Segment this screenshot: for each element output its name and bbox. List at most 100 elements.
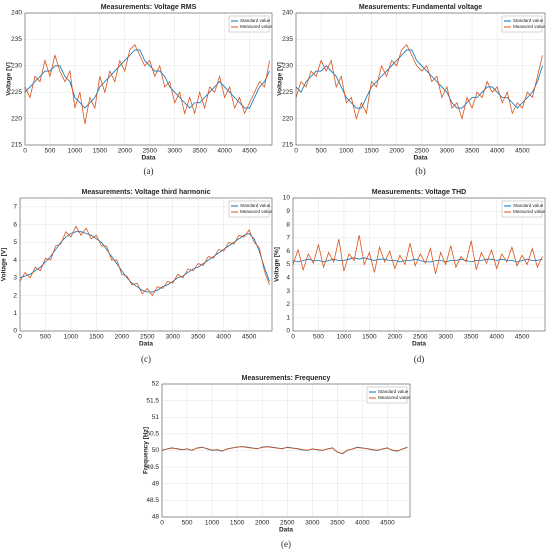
x-tick-label: 4000 (217, 148, 232, 155)
legend-label: Standard value (513, 18, 544, 23)
y-tick-label: 6 (13, 221, 17, 228)
y-tick-label: 0 (13, 328, 17, 335)
chart-title: Measurements: Voltage third harmonic (81, 189, 210, 196)
y-axis-label: Voltage [V] (1, 248, 8, 281)
legend-label: Standard value (378, 389, 409, 394)
x-tick-label: 1000 (337, 334, 352, 341)
y-tick-label: 50.5 (146, 431, 159, 438)
y-tick-label: 225 (11, 89, 22, 96)
x-tick-label: 500 (316, 148, 327, 155)
y-tick-label: 9 (286, 208, 290, 215)
y-tick-label: 49.5 (146, 464, 159, 471)
plot-frame (24, 12, 273, 146)
data-line (161, 446, 408, 454)
y-tick-label: 215 (282, 142, 293, 149)
plot-frame (19, 197, 273, 332)
x-tick-label: 500 (182, 520, 193, 527)
x-tick-label: 0 (18, 334, 22, 341)
legend-label: Standard value (240, 203, 271, 208)
x-axis-label: Data (279, 527, 293, 534)
x-tick-label: 3500 (192, 148, 207, 155)
x-tick-label: 3500 (465, 148, 480, 155)
y-tick-label: 51 (152, 414, 160, 421)
y-tick-label: 215 (11, 142, 22, 149)
x-tick-label: 4000 (216, 334, 231, 341)
y-tick-label: 230 (11, 63, 22, 70)
x-tick-label: 4000 (489, 334, 504, 341)
x-tick-label: 500 (313, 334, 324, 341)
y-tick-label: 52 (152, 381, 160, 388)
x-tick-label: 3000 (438, 334, 453, 341)
y-tick-label: 8 (286, 221, 290, 228)
x-tick-label: 1500 (364, 148, 379, 155)
x-tick-label: 2500 (280, 520, 295, 527)
x-tick-label: 0 (160, 520, 164, 527)
y-tick-label: 3 (286, 288, 290, 295)
y-axis-label: Voltage [%] (274, 247, 281, 282)
legend-label: Measured value (378, 395, 411, 400)
x-tick-label: 3500 (464, 334, 479, 341)
x-tick-label: 500 (40, 334, 51, 341)
y-tick-label: 230 (282, 63, 293, 70)
plot-area (25, 13, 272, 145)
x-tick-label: 2500 (143, 148, 158, 155)
x-tick-label: 2000 (389, 148, 404, 155)
plot-frame (295, 12, 546, 146)
chart-title: Measurements: Voltage THD (372, 189, 466, 196)
x-tick-label: 1000 (205, 520, 220, 527)
caption: (e) (281, 539, 291, 549)
plot-frame (161, 383, 411, 518)
y-tick-label: 10 (283, 195, 291, 202)
x-axis-label: Data (412, 341, 426, 348)
plot-area (20, 198, 272, 331)
x-tick-label: 4500 (242, 334, 257, 341)
x-tick-label: 2500 (140, 334, 155, 341)
legend-box (366, 386, 408, 404)
legend-label: Measured value (240, 209, 273, 214)
x-tick-label: 4000 (355, 520, 370, 527)
data-line (292, 235, 543, 274)
y-tick-label: 1 (286, 314, 290, 321)
x-tick-label: 1500 (230, 520, 245, 527)
y-tick-label: 6 (286, 248, 290, 255)
x-axis-label: Data (139, 341, 153, 348)
x-tick-label: 4000 (490, 148, 505, 155)
y-tick-label: 235 (282, 36, 293, 43)
x-tick-label: 3000 (440, 148, 455, 155)
caption: (c) (141, 354, 151, 364)
x-tick-label: 4500 (380, 520, 395, 527)
caption: (b) (415, 166, 426, 176)
x-tick-label: 3000 (305, 520, 320, 527)
y-tick-label: 240 (282, 10, 293, 17)
y-tick-label: 3 (13, 275, 17, 282)
x-tick-label: 1500 (93, 148, 108, 155)
caption: (a) (144, 166, 154, 176)
chart-title: Measurements: Voltage RMS (101, 4, 197, 11)
y-tick-label: 5 (286, 261, 290, 268)
plot-frame (292, 197, 546, 332)
y-tick-label: 48 (152, 514, 160, 521)
y-tick-label: 4 (286, 275, 290, 282)
x-tick-label: 1000 (64, 334, 79, 341)
x-tick-label: 3500 (330, 520, 345, 527)
x-tick-label: 1000 (68, 148, 83, 155)
y-tick-label: 220 (11, 115, 22, 122)
y-tick-label: 240 (11, 10, 22, 17)
y-tick-label: 7 (286, 235, 290, 242)
data-line (24, 43, 270, 124)
x-tick-label: 4500 (515, 334, 530, 341)
y-tick-label: 51.5 (146, 397, 159, 404)
y-axis-label: Voltage [V] (6, 62, 13, 95)
x-tick-label: 3000 (167, 148, 182, 155)
x-tick-label: 0 (23, 148, 27, 155)
chart-title: Measurements: Frequency (242, 375, 331, 382)
caption: (d) (414, 354, 425, 364)
legend-box (228, 200, 270, 218)
plot-area (296, 13, 545, 145)
legend-label: Standard value (513, 203, 544, 208)
y-tick-label: 2 (13, 292, 17, 299)
legend-box (228, 15, 270, 33)
legend-label: Measured value (513, 209, 546, 214)
data-line (295, 49, 543, 109)
